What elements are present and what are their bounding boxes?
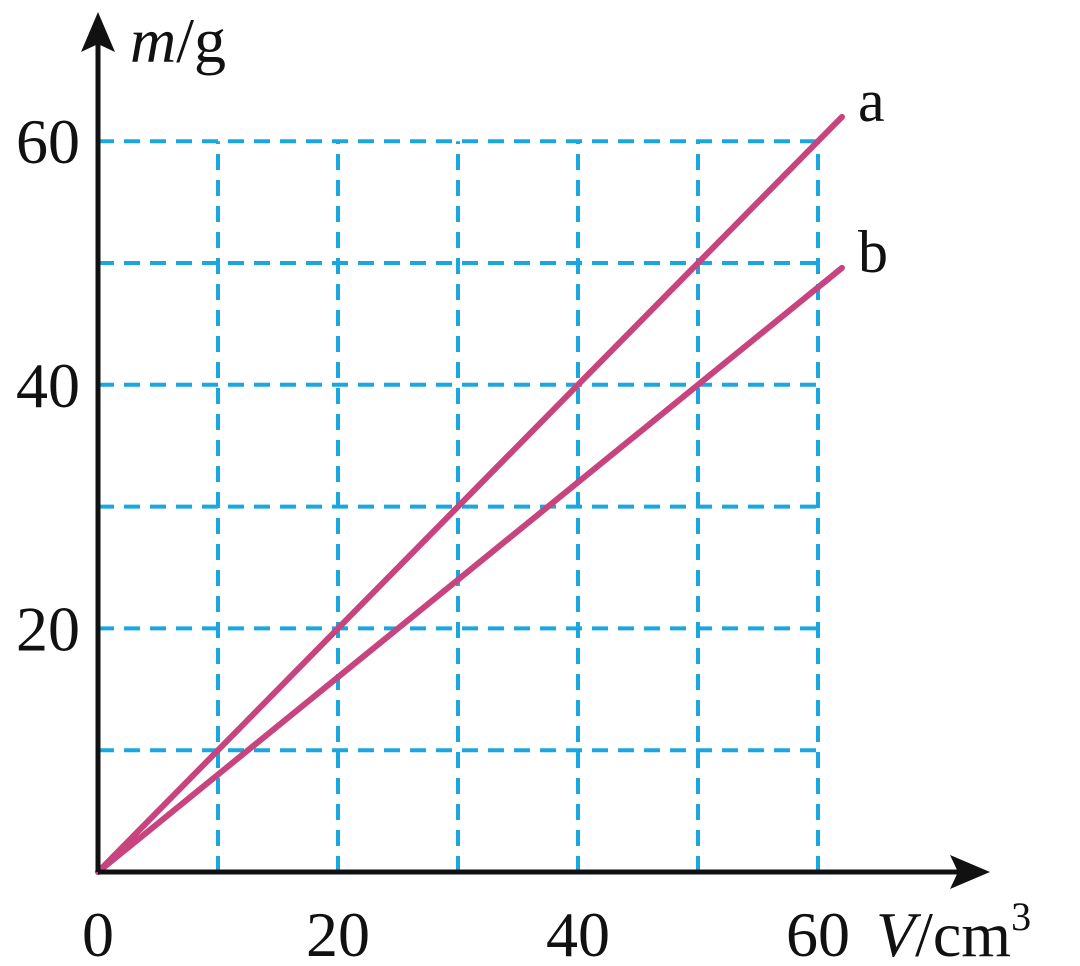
y-axis-label: m/g (130, 5, 226, 76)
y-tick-label: 20 (16, 593, 80, 664)
tick-labels: 0 20 40 60 20 40 60 (16, 106, 850, 966)
axis-labels: m/g V/cm3 (130, 5, 1031, 966)
series-line-a (95, 113, 845, 875)
x-axis-arrow-icon (950, 855, 990, 889)
x-axis-label: V/cm3 (876, 894, 1031, 966)
series-line-b (95, 264, 845, 875)
axes (81, 12, 990, 889)
y-tick-label: 40 (16, 350, 80, 421)
x-tick-label: 40 (546, 899, 610, 966)
series-label-a: a (858, 68, 885, 134)
x-tick-label: 20 (306, 899, 370, 966)
series-label-b: b (858, 219, 888, 285)
y-tick-label: 60 (16, 106, 80, 177)
x-tick-label: 60 (786, 899, 850, 966)
y-axis-arrow-icon (81, 12, 115, 52)
series: ab (95, 68, 888, 875)
x-tick-label: 0 (82, 899, 114, 966)
